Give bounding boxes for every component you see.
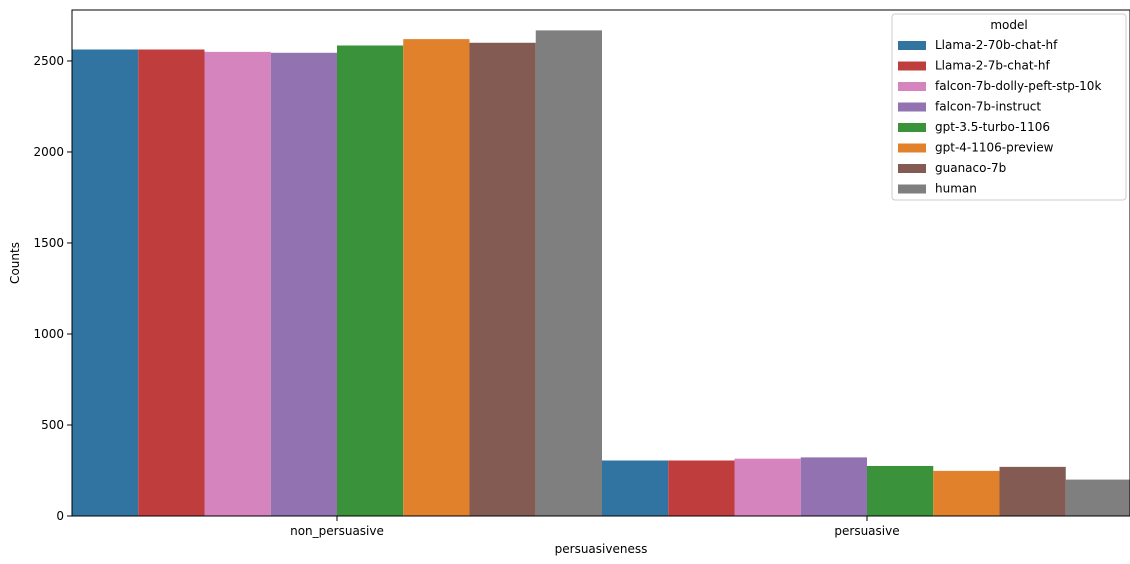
x-tick-label: persuasive <box>834 524 899 538</box>
bar-gpt-3.5-turbo-1106-persuasive <box>867 465 934 516</box>
plot-frame <box>71 9 1130 517</box>
legend-swatch <box>898 102 926 112</box>
legend-swatch <box>898 164 926 173</box>
legend-label: falcon-7b-instruct <box>935 100 1041 114</box>
legend-swatch <box>898 143 926 153</box>
legend-frame <box>891 13 1127 201</box>
legend-swatch <box>898 82 926 91</box>
legend-swatch <box>898 123 926 132</box>
legend-label: human <box>935 182 977 196</box>
y-tick-label: 1000 <box>33 327 64 341</box>
bars-layer <box>72 30 1130 517</box>
bar-gpt-4-1106-preview-non_persuasive <box>403 39 470 516</box>
legend-swatch <box>898 61 926 71</box>
y-tick-label: 2500 <box>33 54 64 68</box>
bar-Llama-2-70b-chat-hf-non_persuasive <box>72 49 139 516</box>
legend-label: gpt-3.5-turbo-1106 <box>935 120 1050 134</box>
bar-gpt-4-1106-preview-persuasive <box>933 470 1000 516</box>
legend-label: guanaco-7b <box>935 161 1006 175</box>
y-tick-label: 2000 <box>33 145 64 159</box>
legend-label: Llama-2-70b-chat-hf <box>935 38 1058 52</box>
bar-Llama-2-7b-chat-hf-non_persuasive <box>138 49 205 516</box>
legend-entries: Llama-2-70b-chat-hf Llama-2-7b-chat-hf fal… <box>898 38 1101 196</box>
bar-guanaco-7b-persuasive <box>999 466 1066 516</box>
y-axis-label: Counts <box>8 242 22 284</box>
bar-guanaco-7b-non_persuasive <box>469 42 536 517</box>
legend: model Llama-2-70b-chat-hf Llama-2-7b-chat… <box>891 13 1127 201</box>
y-ticks: 0 500 1000 1500 2000 2500 <box>33 54 72 523</box>
bar-human-non_persuasive <box>535 30 602 516</box>
x-ticks: non_persuasive persuasive <box>290 516 900 538</box>
x-tick-label: non_persuasive <box>290 524 384 538</box>
bar-falcon-7b-dolly-peft-stp-10k-persuasive <box>734 458 801 516</box>
axes-layer <box>71 9 1130 517</box>
legend-swatch <box>898 41 926 50</box>
bar-gpt-3.5-turbo-1106-non_persuasive <box>337 45 404 517</box>
legend-swatch <box>898 184 926 194</box>
x-axis-label: persuasiveness <box>555 542 648 556</box>
bar-falcon-7b-instruct-non_persuasive <box>270 52 337 517</box>
bar-falcon-7b-dolly-peft-stp-10k-non_persuasive <box>204 51 271 516</box>
y-tick-label: 0 <box>56 509 64 523</box>
y-tick-label: 500 <box>41 418 64 432</box>
bar-Llama-2-70b-chat-hf-persuasive <box>602 460 669 516</box>
bar-falcon-7b-instruct-persuasive <box>800 457 867 516</box>
legend-label: gpt-4-1106-preview <box>935 141 1054 155</box>
bar-Llama-2-7b-chat-hf-persuasive <box>668 460 735 516</box>
legend-title: model <box>990 18 1027 32</box>
y-tick-label: 1500 <box>33 236 64 250</box>
legend-label: falcon-7b-dolly-peft-stp-10k <box>935 79 1101 93</box>
bar-human-persuasive <box>1065 479 1130 516</box>
legend-label: Llama-2-7b-chat-hf <box>935 59 1050 73</box>
